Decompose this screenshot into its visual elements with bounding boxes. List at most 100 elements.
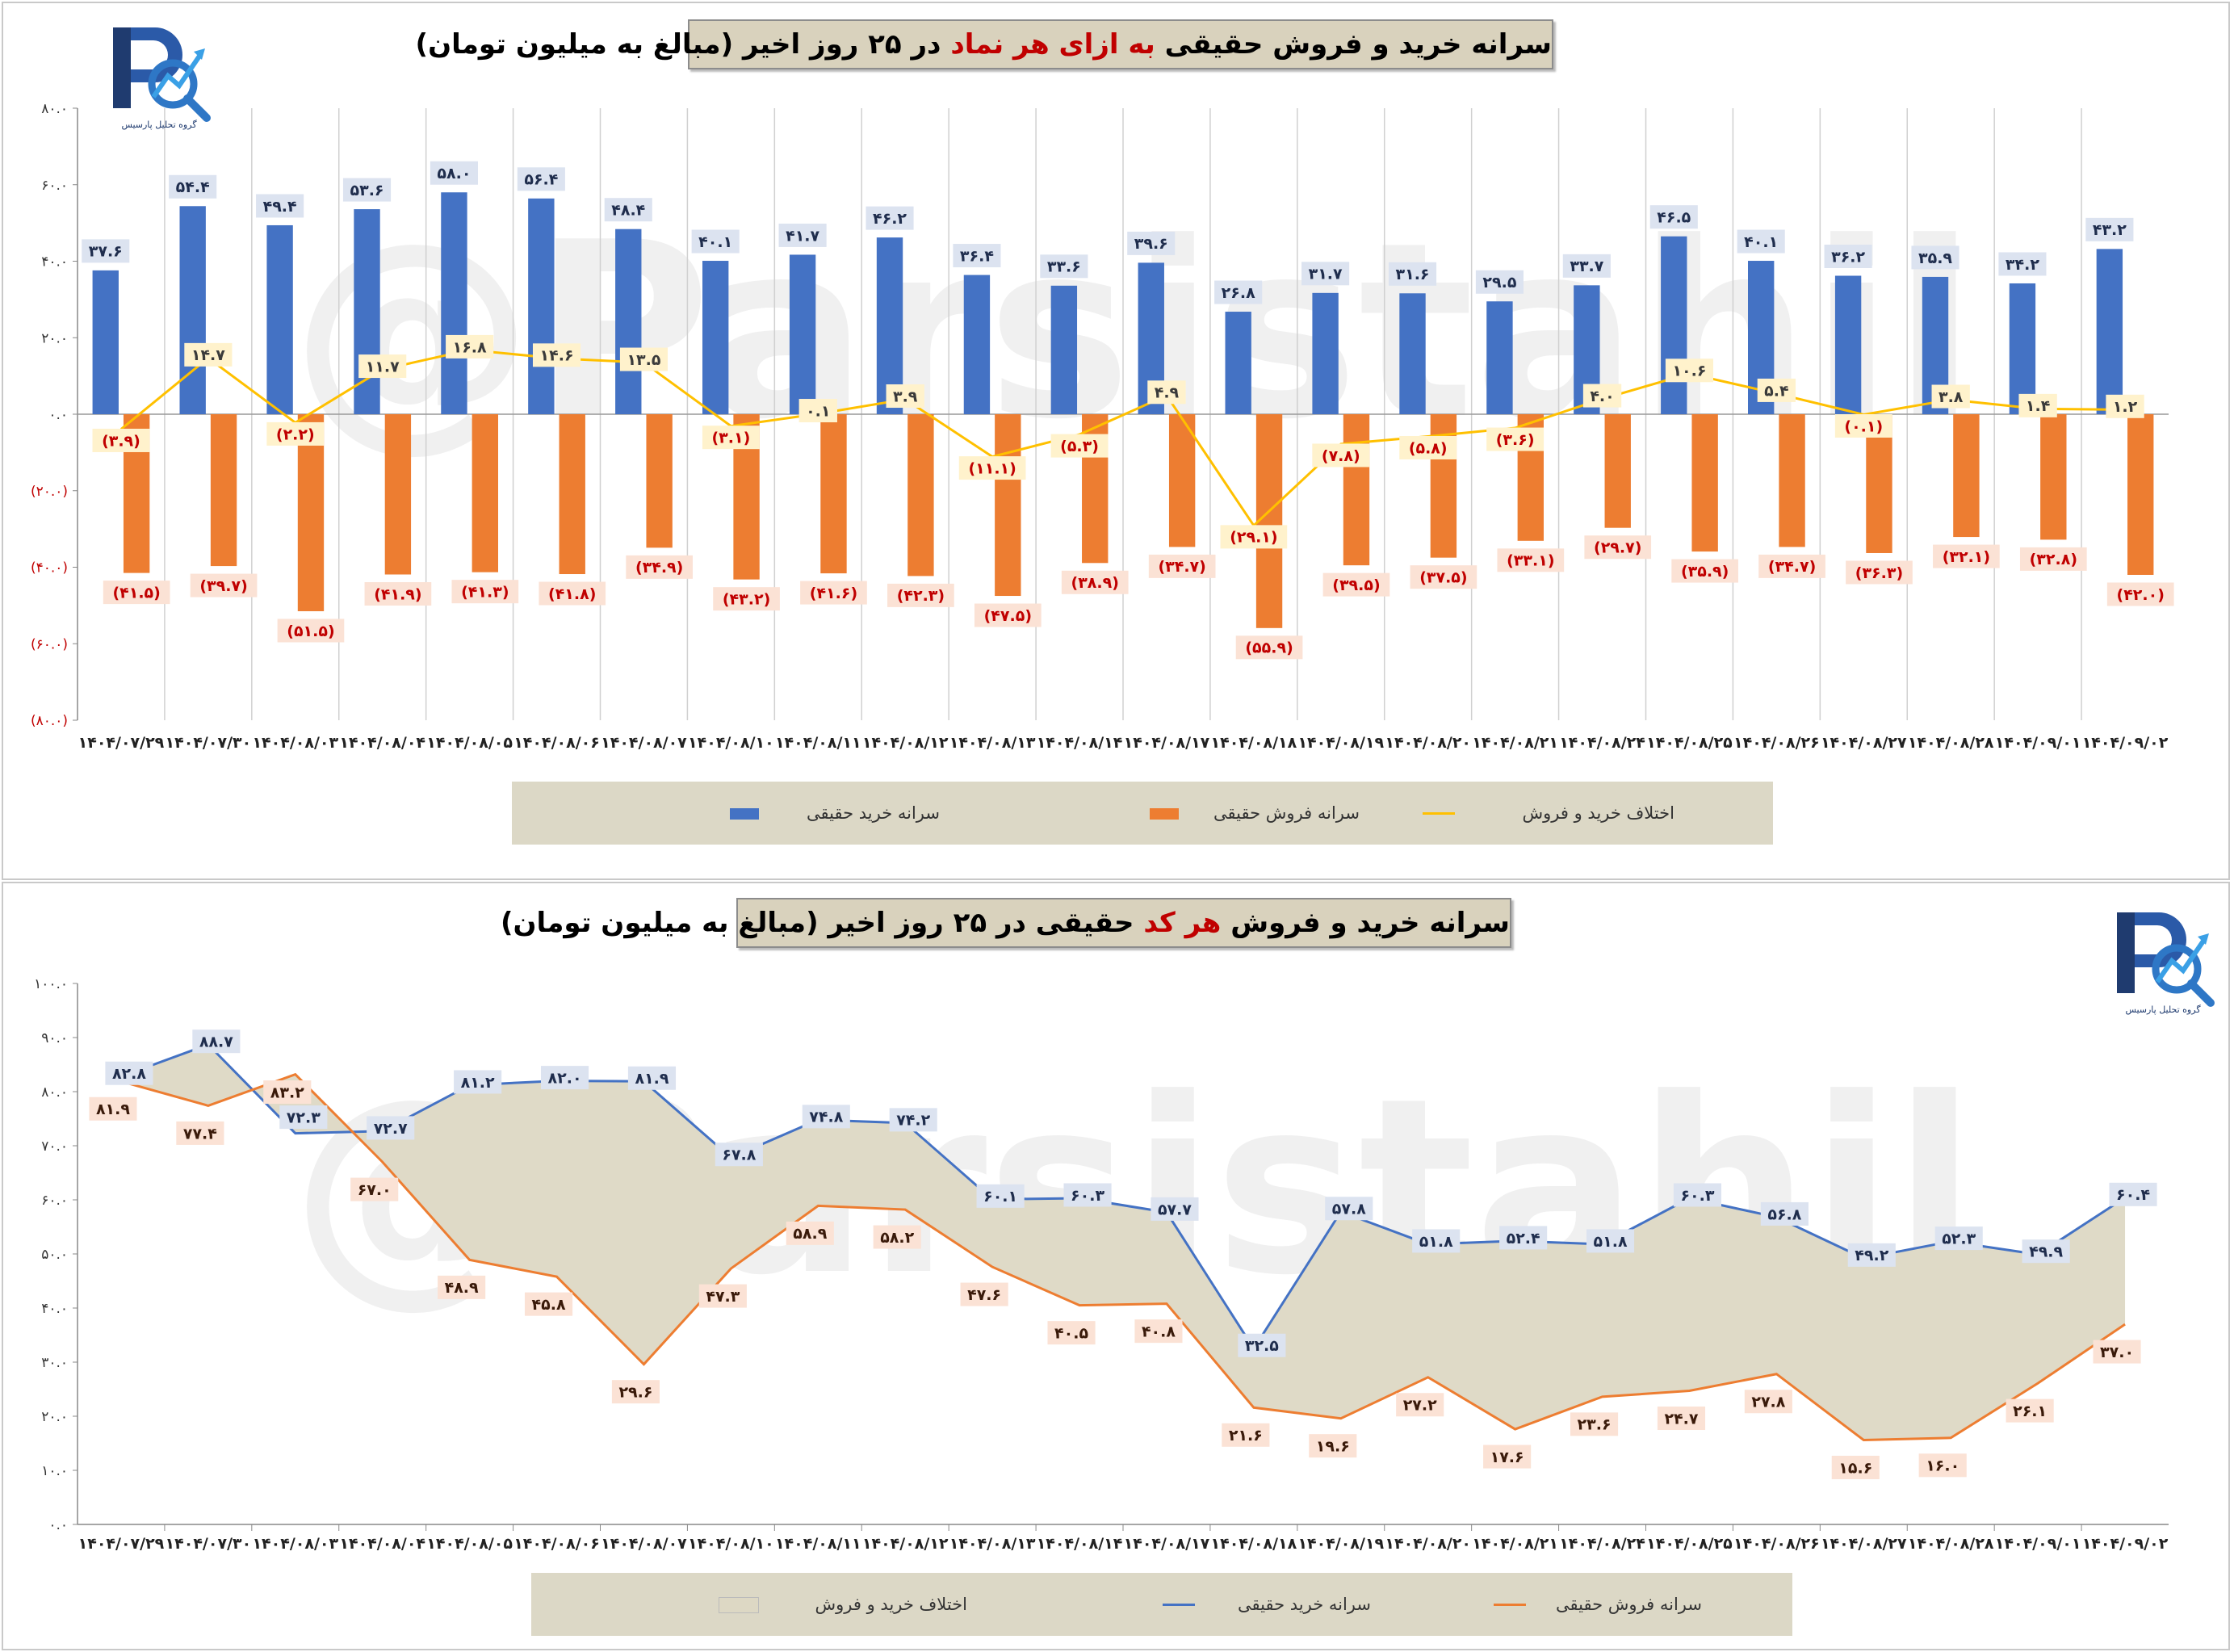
x-tick-label: ۱۴۰۴/۰۸/۰۳ — [252, 734, 338, 752]
sell-label-bg — [1671, 559, 1738, 583]
diff-label-text: ۱۳.۵ — [627, 351, 660, 369]
sell-bar — [472, 414, 498, 572]
sell-label: ۲۶.۱ — [2006, 1398, 2054, 1423]
x-tick-label: ۱۴۰۴/۰۸/۲۶ — [1733, 734, 1820, 752]
buy-label-bg — [1475, 270, 1524, 294]
diff-label: (۳.۶) — [1486, 427, 1545, 451]
diff-label-text: (۲.۲) — [276, 426, 315, 443]
y-tick-label: (۶۰.۰) — [31, 636, 68, 652]
buy-label: ۴۶.۲ — [866, 206, 914, 230]
sell-label-bg — [1235, 635, 1303, 660]
x-tick-label: ۱۴۰۴/۰۷/۳۰ — [166, 1535, 252, 1553]
diff-label: ۳.۹ — [886, 384, 924, 409]
sell-label-text: ۱۵.۶ — [1838, 1459, 1872, 1477]
sell-bar — [1168, 414, 1196, 547]
sell-label-text: (۴۱.۶) — [810, 585, 857, 602]
sell-label-text: (۳۹.۵) — [1332, 577, 1380, 594]
buy-label-text: ۵۴.۴ — [176, 178, 210, 196]
buy-label-bg — [1911, 245, 1959, 270]
y-tick-label: ۴۰.۰ — [41, 1301, 68, 1317]
y-tick-label: ۹۰.۰ — [41, 1030, 68, 1046]
buy-label-bg — [1562, 254, 1611, 278]
sell-label: ۱۷.۶ — [1483, 1444, 1532, 1469]
buy-label-bg — [1673, 1183, 1722, 1207]
buy-label-text: ۵۷.۷ — [1158, 1201, 1192, 1218]
x-tick-label: ۱۴۰۴/۰۸/۰۶ — [513, 1535, 600, 1553]
buy-label: ۶۰.۱ — [976, 1184, 1025, 1208]
buy-label-text: ۶۰.۴ — [2116, 1186, 2150, 1204]
sell-label: ۲۳.۶ — [1570, 1412, 1619, 1436]
sell-label-text: (۴۷.۵) — [984, 607, 1032, 625]
sell-label-bg — [89, 1096, 137, 1121]
logo-caption: گروه تحلیل پارسیس — [121, 119, 197, 130]
diff-label-bg — [798, 399, 837, 423]
x-tick-label: ۱۴۰۴/۰۸/۲۰ — [1385, 1535, 1471, 1553]
sell-label-bg — [1134, 1319, 1183, 1344]
sell-label-text: (۴۱.۵) — [112, 584, 160, 602]
buy-label: ۳۶.۴ — [953, 244, 1001, 268]
buy-label-text: ۴۰.۱ — [698, 233, 732, 251]
buy-label: ۴۹.۴ — [256, 194, 304, 218]
buy-label-text: ۳۲.۵ — [1245, 1337, 1279, 1355]
buy-label-text: ۵۸.۰ — [437, 165, 471, 182]
buy-label-text: ۴۹.۹ — [2029, 1243, 2063, 1261]
diff-label: (۲۹.۱) — [1220, 525, 1288, 549]
buy-label: ۳۶.۲ — [1824, 245, 1872, 269]
buy-bar — [266, 224, 293, 414]
legend-area: اختلاف خرید و فروش — [709, 1573, 967, 1636]
diff-label-bg — [184, 342, 233, 367]
buy-label-text: ۷۲.۷ — [374, 1120, 408, 1138]
sell-label-text: (۳۴.۷) — [1158, 558, 1205, 576]
x-tick-label: ۱۴۰۴/۰۸/۱۳ — [949, 734, 1036, 752]
sell-label-bg — [1933, 544, 2000, 568]
buy-bar — [1399, 293, 1426, 414]
diff-label: ۴.۹ — [1147, 380, 1186, 405]
x-tick-label: ۱۴۰۴/۰۸/۲۱ — [1472, 734, 1558, 752]
buy-label: ۴۰.۱ — [1737, 229, 1785, 254]
buy-label: ۴۰.۱ — [691, 229, 740, 254]
buy-label-text: ۵۳.۶ — [350, 182, 384, 199]
sell-label-text: ۶۷.۰ — [358, 1181, 392, 1199]
sell-label-text: (۳۹.۷) — [199, 577, 247, 595]
buy-label-bg — [1388, 262, 1437, 286]
diff-label: ۱۱.۷ — [358, 354, 407, 379]
sell-line — [120, 1072, 2126, 1441]
sell-label-bg — [364, 582, 432, 606]
sell-label-text: ۲۶.۱ — [2013, 1403, 2047, 1420]
legend-diff-swatch — [1423, 812, 1455, 815]
sell-label: ۲۹.۶ — [611, 1380, 660, 1404]
x-tick-label: ۱۴۰۴/۰۸/۲۱ — [1472, 1535, 1558, 1553]
y-tick-label: ۰.۰ — [48, 407, 68, 423]
buy-bar — [1225, 312, 1251, 414]
x-tick-label: ۱۴۰۴/۰۸/۱۳ — [949, 1535, 1036, 1553]
y-tick-label: ۵۰.۰ — [41, 1247, 68, 1263]
buy-label: ۷۲.۳ — [279, 1105, 328, 1130]
buy-label-text: ۳۳.۷ — [1570, 258, 1603, 275]
diff-label: (۳.۹) — [92, 428, 150, 452]
diff-label-bg — [958, 456, 1026, 480]
sell-bar — [646, 414, 673, 548]
y-tick-label: ۸۰.۰ — [41, 101, 68, 117]
sell-label-text: ۸۱.۹ — [96, 1101, 130, 1118]
diff-label-bg — [358, 354, 407, 379]
sell-label-text: ۱۹.۶ — [1316, 1438, 1350, 1456]
sell-label-bg — [1758, 554, 1825, 578]
sell-label-bg — [1148, 554, 1216, 578]
buy-label-bg — [1063, 1183, 1112, 1207]
x-tick-label: ۱۴۰۴/۰۸/۰۵ — [426, 1535, 513, 1553]
buy-label: ۵۲.۳ — [1934, 1226, 1983, 1251]
sell-bar — [559, 414, 585, 575]
buy-label-text: ۴۰.۱ — [1744, 233, 1778, 251]
x-tick-label: ۱۴۰۴/۰۸/۲۰ — [1385, 734, 1471, 752]
sell-label: (۳۹.۷) — [190, 573, 258, 597]
buy-label-bg — [256, 194, 304, 218]
x-tick-label: ۱۴۰۴/۰۸/۲۷ — [1821, 1535, 1907, 1553]
diff-label: (۵.۳) — [1050, 434, 1109, 458]
sell-label-text: ۴۷.۳ — [706, 1288, 740, 1306]
sell-bar — [2040, 414, 2067, 540]
sell-label-text: (۴۱.۹) — [374, 585, 421, 603]
buy-bar — [2009, 283, 2036, 414]
sell-label-bg — [451, 580, 519, 604]
buy-label-text: ۴۶.۵ — [1657, 209, 1691, 227]
sell-label: (۳۲.۸) — [2019, 547, 2087, 571]
